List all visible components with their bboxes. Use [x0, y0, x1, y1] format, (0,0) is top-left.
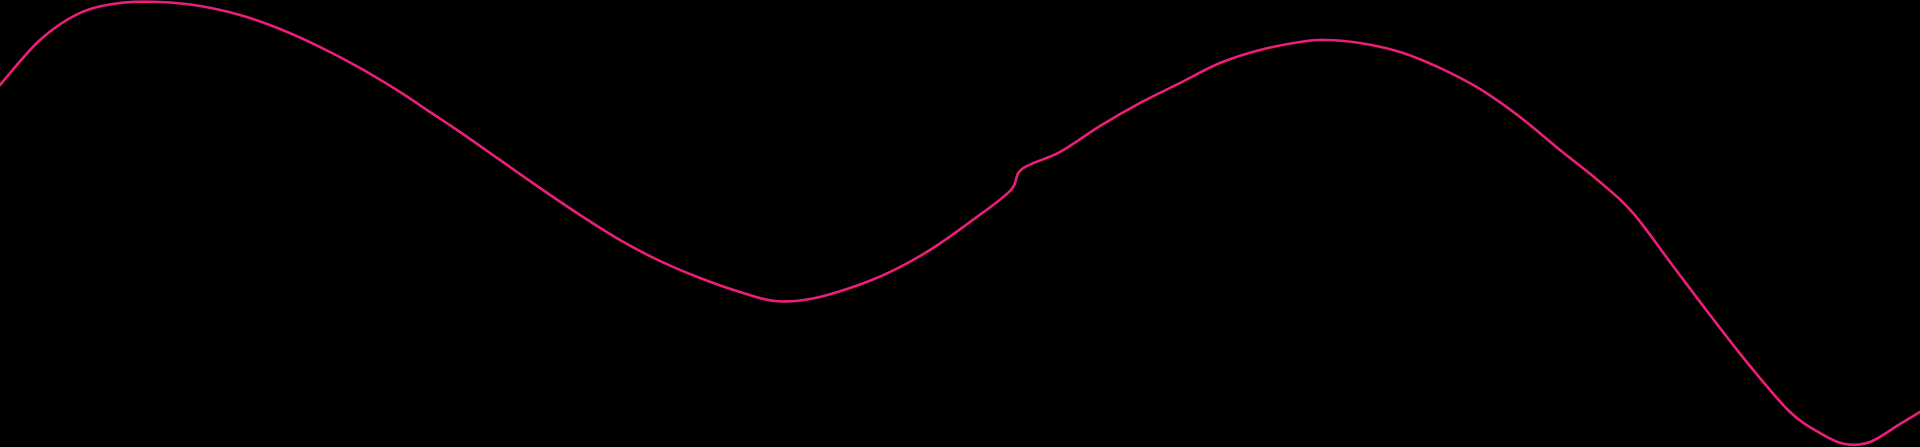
chart-background: [0, 0, 1920, 447]
series-line-wave: [0, 0, 1920, 447]
plot-canvas: [0, 0, 1920, 447]
line-chart-svg: [0, 0, 1920, 447]
series-group: [0, 0, 1920, 447]
